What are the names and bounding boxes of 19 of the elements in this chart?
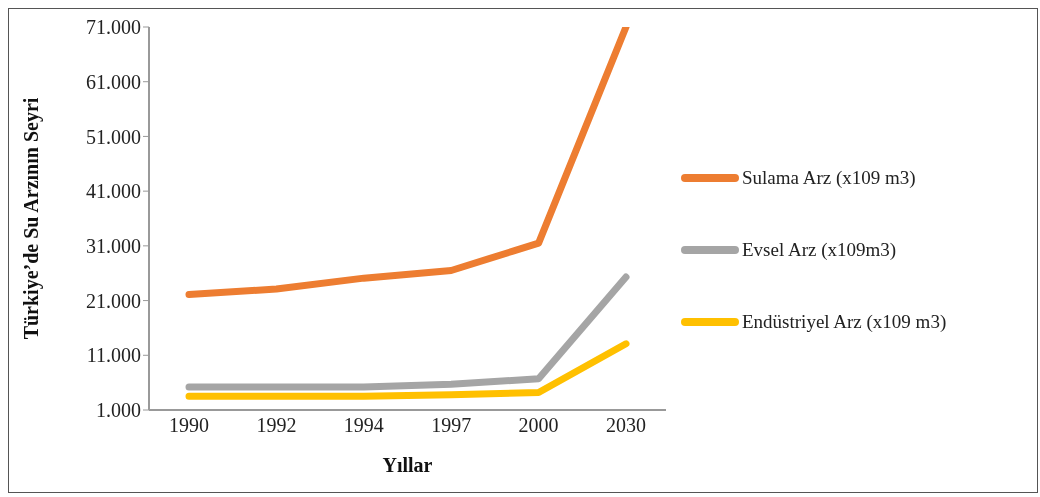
x-tick-label: 2000 bbox=[518, 414, 559, 437]
y-tick-label: 51.000 bbox=[86, 125, 141, 148]
y-tick-label: 21.000 bbox=[86, 289, 141, 312]
legend-label: Evsel Arz (x109m3) bbox=[742, 238, 897, 261]
x-tick-label: 1990 bbox=[169, 414, 209, 437]
legend-label: Sulama Arz (x109 m3) bbox=[742, 166, 916, 189]
y-axis-title: Türkiye’de Su Arzının Seyri bbox=[20, 97, 44, 340]
y-tick-label: 1.000 bbox=[96, 399, 141, 422]
legend-label: Endüstriyel Arz (x109 m3) bbox=[742, 310, 947, 333]
x-axis-title: Yıllar bbox=[382, 454, 433, 476]
x-tick-label: 1997 bbox=[431, 414, 472, 437]
x-tick-label: 1992 bbox=[256, 414, 297, 437]
y-tick-label: 11.000 bbox=[86, 344, 141, 367]
x-tick-label: 2030 bbox=[606, 414, 646, 437]
y-tick-label: 61.000 bbox=[86, 70, 141, 93]
y-tick-label: 41.000 bbox=[86, 180, 141, 203]
x-tick-label: 1994 bbox=[343, 414, 384, 437]
y-tick-label: 31.000 bbox=[86, 234, 141, 257]
y-tick-label: 71.000 bbox=[86, 16, 141, 39]
